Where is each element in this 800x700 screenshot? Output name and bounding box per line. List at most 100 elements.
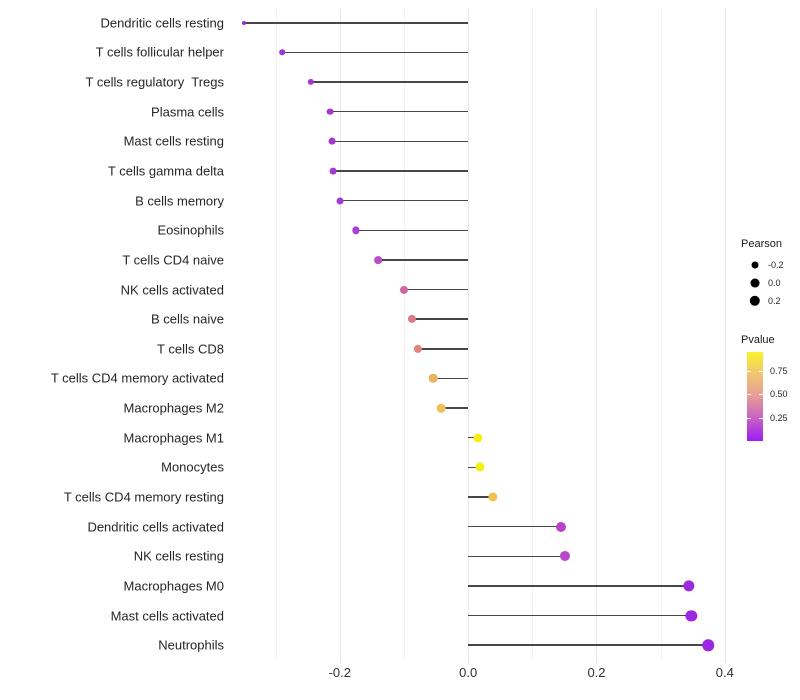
category-label: T cells CD4 naive [122,252,224,268]
category-label: Dendritic cells activated [87,519,224,535]
lollipop-dot [560,551,571,562]
lollipop-dot [407,315,416,324]
category-label: T cells CD4 memory activated [50,370,224,386]
lollipop-dot [556,521,567,532]
lollipop-dot [413,344,423,353]
lollipop-stem [411,318,469,320]
pvalue-colorbar-tick [759,417,763,419]
lollipop-stem [468,644,709,646]
legend-size-label: 0.2 [768,296,781,306]
lollipop-dot [374,256,383,264]
pvalue-colorbar-label: 0.75 [770,365,788,376]
category-label: T cells regulatory Tregs [85,74,224,90]
legend-size-dot [750,278,760,288]
category-label: T cells follicular helper [95,44,224,60]
lollipop-stem [468,466,480,469]
lollipop-stem [468,525,562,528]
lollipop-dot [436,403,446,413]
gridline-major [596,8,598,660]
lollipop-stem [330,111,469,113]
x-tick-label: 0.2 [587,665,606,680]
lollipop-stem [333,170,469,172]
lollipop-dot [685,609,698,622]
lollipop-dot [326,108,334,116]
lollipop-stem [468,555,566,557]
pvalue-colorbar-tick [759,394,763,396]
lollipop-stem [468,585,689,587]
category-label: Macrophages M2 [123,400,224,416]
lollipop-dot [336,197,344,205]
lollipop-stem [468,496,493,498]
lollipop-dot [475,462,485,472]
category-label: Monocytes [161,459,224,475]
lollipop-dot [429,374,438,383]
lollipop-dot [241,20,246,25]
legend-size-label: 0.0 [768,278,781,288]
gridline-minor [403,8,405,660]
lollipop-stem [332,140,469,143]
lollipop-dot [399,285,408,294]
lollipop-dot [279,49,285,56]
lollipop-stem [310,81,469,83]
gridline-minor [660,8,662,660]
lollipop-dot [683,580,695,592]
gridline-major [339,8,341,660]
category-label: T cells CD8 [157,341,224,357]
legend-pvalue-title: Pvalue [741,334,775,346]
x-axis-tick [339,660,341,663]
lollipop-dot [487,492,498,502]
category-label: Neutrophils [158,637,224,653]
lollipop-dot [702,639,714,651]
x-tick-label: 0.0 [459,665,478,680]
legend: Pearson -0.2 0.0 0.2 Pvalue 0.75 0.50 0.25 [741,238,799,441]
legend-pvalue-colorbar-wrap: 0.75 0.50 0.25 [747,352,788,441]
category-label: Mast cells resting [123,133,224,149]
pvalue-colorbar-tick [747,417,751,419]
pvalue-colorbar-tick [747,394,751,396]
x-axis-tick [468,660,470,663]
legend-pearson-title: Pearson [741,238,782,250]
category-label: NK cells activated [120,282,224,298]
category-label: Mast cells activated [110,608,224,624]
lollipop-stem [243,22,469,24]
pvalue-colorbar [747,352,763,441]
category-label: Dendritic cells resting [100,15,224,31]
lollipop-stem [403,288,469,291]
lollipop-stem [441,407,469,409]
x-axis-tick [724,660,726,663]
legend-size-item: 0.0 [741,274,799,292]
x-axis-tick [596,660,598,663]
lollipop-stem [433,377,469,380]
lollipop-stem [282,51,469,54]
legend-pvalue: Pvalue 0.75 0.50 0.25 [741,334,799,441]
pvalue-colorbar-tick [759,370,763,372]
legend-size-label: -0.2 [768,260,784,270]
lollipop-stem [378,259,469,261]
lollipop-stem [339,199,469,202]
lollipop-dot [307,78,315,86]
legend-pearson: Pearson -0.2 0.0 0.2 [741,238,799,310]
category-label: T cells CD4 memory resting [63,489,224,505]
category-label: Eosinophils [157,222,225,238]
category-label: NK cells resting [133,548,224,564]
category-label: B cells naive [151,311,224,327]
x-tick-label: -0.2 [328,665,351,680]
legend-size-item: 0.2 [741,292,799,310]
lollipop-stem [355,229,469,231]
category-label: T cells gamma delta [107,163,224,179]
legend-pearson-items: -0.2 0.0 0.2 [741,256,799,310]
category-label: Macrophages M0 [123,578,224,594]
legend-size-item: -0.2 [741,256,799,274]
pvalue-colorbar-label: 0.50 [770,389,788,400]
gridline-major [468,8,470,660]
lollipop-stem [468,437,478,439]
x-tick-label: 0.4 [715,665,734,680]
category-label: Macrophages M1 [123,430,224,446]
category-label: B cells memory [135,193,224,209]
lollipop-stem [418,348,469,350]
lollipop-dot [473,433,483,443]
legend-size-dot [751,261,759,269]
lollipop-dot [328,137,336,145]
legend-size-dot [749,295,761,307]
